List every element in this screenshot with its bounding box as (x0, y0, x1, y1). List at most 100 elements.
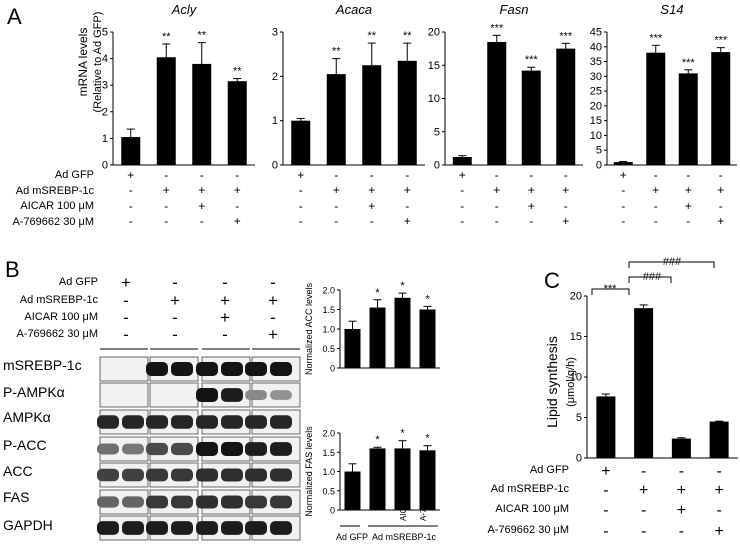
y-tick-label: 35 (590, 56, 602, 68)
panel-c-ylabel-sub: (μmol/g/h) (565, 357, 577, 407)
sign: + (459, 168, 466, 182)
sign: - (564, 199, 568, 213)
significance-label: ** (332, 46, 341, 58)
sign: - (460, 214, 464, 228)
sign: + (220, 308, 230, 327)
bar (634, 308, 654, 458)
y-tick-label: 2 (102, 106, 108, 118)
sign: - (405, 199, 409, 213)
bar (369, 448, 386, 510)
blot-band (171, 468, 193, 482)
sig-label: ### (663, 256, 682, 268)
bar (397, 60, 417, 165)
sign: - (123, 308, 129, 327)
blot-band (270, 521, 292, 535)
blot-band (122, 521, 144, 535)
y-tick-label: 5 (434, 126, 440, 138)
sign: - (495, 214, 499, 228)
sign: + (717, 183, 724, 197)
sign: - (621, 183, 625, 197)
sig-bracket (591, 288, 630, 295)
bar (678, 73, 698, 165)
blot-band (245, 415, 267, 429)
sign: - (495, 199, 499, 213)
sign: - (129, 199, 133, 213)
panel-b-row-label: Ad mSREBP-1c (20, 294, 99, 306)
y-tick-label: 10 (428, 93, 440, 105)
blot-band (270, 442, 292, 456)
sign: - (460, 183, 464, 197)
y-tick-label: 0 (102, 160, 108, 172)
western-blot (97, 348, 301, 541)
y-tick-label: 5 (576, 412, 582, 424)
blot-band (270, 415, 292, 429)
blot-label: P-ACC (3, 437, 47, 453)
significance-label: ** (367, 30, 376, 42)
y-tick-label: 0 (434, 160, 440, 172)
sign: - (164, 214, 168, 228)
bar (487, 41, 507, 165)
blot-band (221, 468, 243, 482)
bar (394, 297, 411, 368)
sign: + (562, 183, 569, 197)
bar (709, 421, 729, 458)
blot-band (245, 362, 267, 376)
sign: + (121, 273, 131, 292)
blot-band (221, 415, 243, 429)
panel-a-chart-4: 0 5 10 15 20 25 30 35 40 45 *** *** *** S14 (590, 2, 737, 172)
sign: + (234, 214, 241, 228)
blot-band (146, 495, 168, 509)
sign: + (714, 523, 723, 540)
bar (596, 396, 616, 458)
blot-band (97, 496, 119, 508)
significance-label: *** (559, 30, 573, 42)
blot-lane-box (99, 356, 149, 382)
blot-label: P-AMPKα (3, 384, 65, 400)
bar (711, 52, 731, 165)
y-tick-label: 0 (330, 364, 335, 374)
sign: + (404, 183, 411, 197)
blot-band (221, 362, 243, 376)
significance-label: ** (197, 30, 206, 42)
sign: - (129, 183, 133, 197)
y-tick-label: 2.0 (322, 429, 335, 439)
sign: - (222, 273, 228, 292)
sign: - (172, 308, 178, 327)
bar (326, 74, 346, 165)
sign: - (164, 168, 168, 182)
y-tick-label: 2 (272, 71, 278, 83)
sign: - (164, 199, 168, 213)
y-tick-label: 30 (590, 71, 602, 83)
sig-bracket (628, 261, 715, 268)
sign: - (460, 199, 464, 213)
sign: - (495, 168, 499, 182)
blot-band (196, 415, 218, 429)
significance-label: * (400, 428, 405, 440)
y-tick-label: 5 (596, 145, 602, 157)
sign: - (716, 502, 721, 519)
panel-a-ylabel-sub: (Relative to Ad GFP) (92, 12, 104, 113)
chart-ylabel: Normalized FAS levels (304, 426, 314, 517)
panel-a-row-label: A-769662 30 μM (12, 216, 94, 228)
bar (671, 438, 691, 458)
sign: - (334, 214, 338, 228)
significance-label: *** (525, 54, 539, 66)
sign: - (621, 214, 625, 228)
y-tick-label: 0 (596, 160, 602, 172)
sign: - (370, 168, 374, 182)
y-tick-label: 15 (428, 60, 440, 72)
blot-label: mSREBP-1c (3, 357, 82, 373)
y-tick-label: 1.5 (322, 305, 335, 315)
blot-band (97, 468, 119, 482)
bar (192, 63, 212, 165)
sign: + (198, 199, 205, 213)
blot-label: FAS (3, 489, 29, 505)
sign: - (200, 168, 204, 182)
panel-a-treatment-table: Ad GFP Ad mSREBP-1c AICAR 100 μM A-76966… (12, 169, 94, 228)
acc-levels-chart: 0 0.5 1.0 1.5 2.0 * * * Normalized ACC levels (304, 280, 440, 375)
sign: - (172, 325, 178, 344)
blot-band (270, 495, 292, 509)
significance-label: * (400, 280, 405, 292)
panel-c-row-label: AICAR 100 μM (495, 503, 569, 515)
